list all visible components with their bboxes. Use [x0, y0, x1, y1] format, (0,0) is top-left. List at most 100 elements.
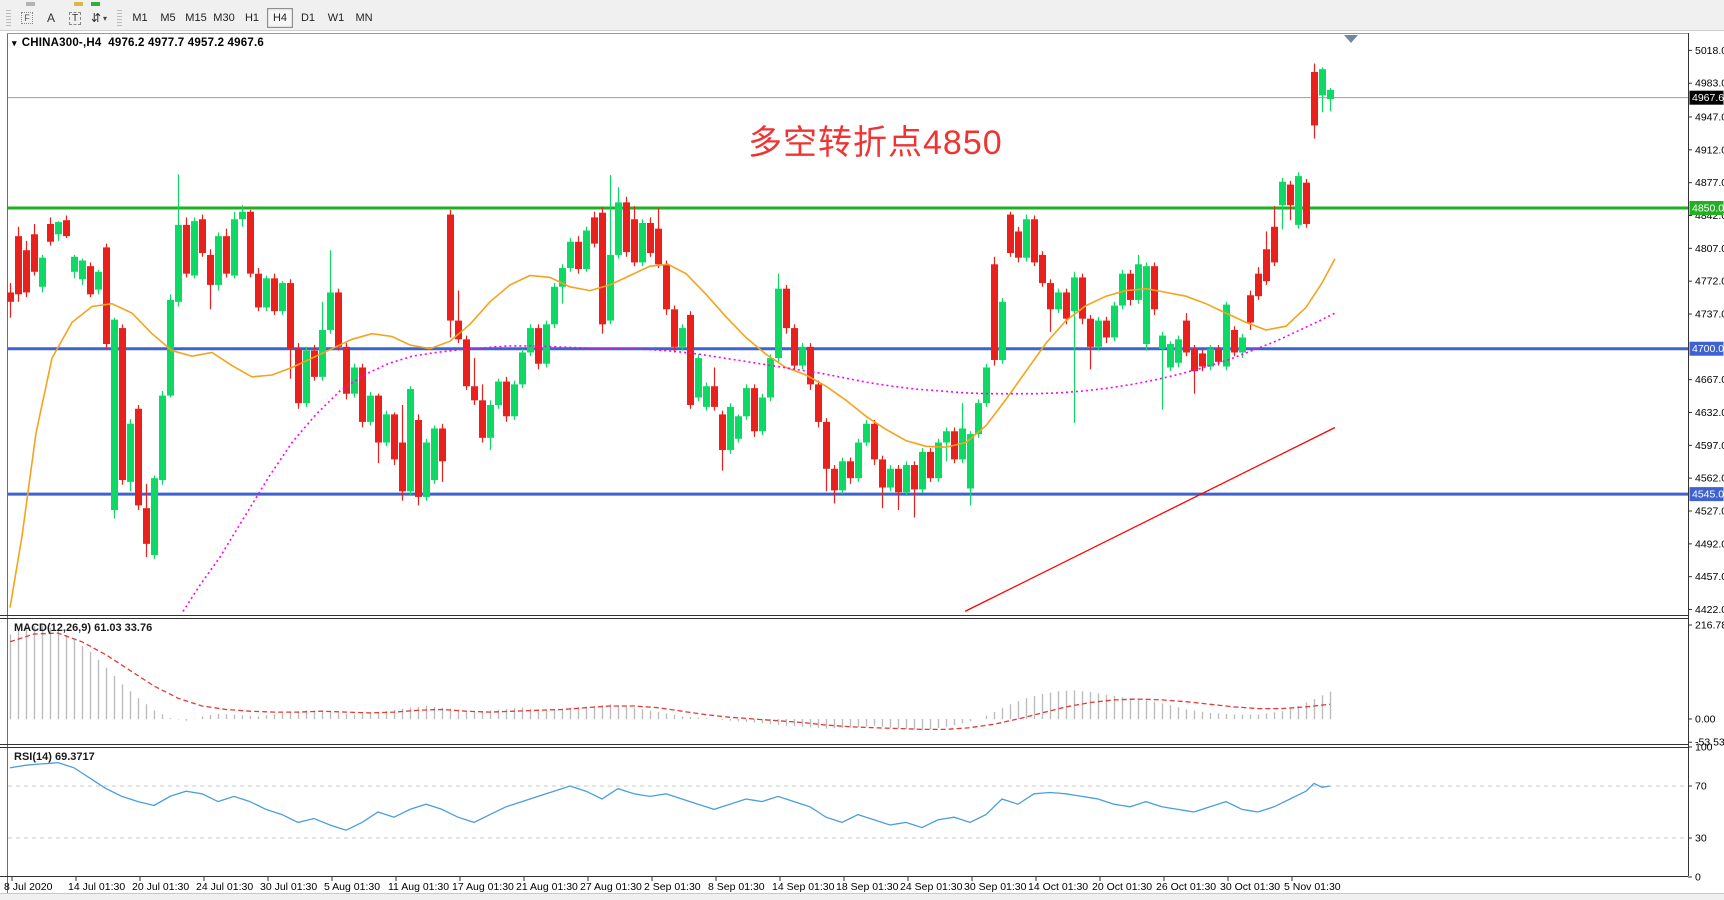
svg-text:26 Oct 01:30: 26 Oct 01:30 [1156, 881, 1216, 893]
svg-text:4850.0: 4850.0 [1692, 203, 1724, 215]
svg-text:-53.53: -53.53 [1695, 737, 1724, 749]
svg-text:30 Jul 01:30: 30 Jul 01:30 [260, 881, 317, 893]
timeframe-h4-button[interactable]: H4 [267, 8, 293, 28]
svg-text:14 Oct 01:30: 14 Oct 01:30 [1028, 881, 1088, 893]
label-tool-icon: A [46, 11, 55, 25]
drawing-tool-group: F A T ⇵ ▾ [15, 8, 111, 28]
svg-text:17 Aug 01:30: 17 Aug 01:30 [452, 881, 514, 893]
ma-fast-line [9, 258, 1336, 608]
svg-text:5018.0: 5018.0 [1695, 45, 1724, 57]
candle-series [7, 63, 1334, 559]
svg-text:4597.0: 4597.0 [1695, 440, 1724, 452]
svg-text:4667.0: 4667.0 [1695, 374, 1724, 386]
macd-indicator-label: MACD(12,26,9) 61.03 33.76 [14, 622, 153, 634]
label-tool-button[interactable]: A [40, 8, 62, 28]
svg-text:4947.0: 4947.0 [1695, 112, 1724, 124]
price-badge-4700: 4700.0 [1689, 341, 1724, 356]
chart-window[interactable]: 5018.0 4983.0 4947.0 4912.0 4877.0 4842.0 4807… [0, 31, 1724, 893]
main-toolbar: F A T ⇵ ▾ M1 M5 M15 M30 H1 H4 D1 W1 MN [0, 6, 1724, 31]
bid-price-badge: 4967.6 [1689, 90, 1724, 105]
svg-text:4912.0: 4912.0 [1695, 144, 1724, 156]
svg-text:24 Jul 01:30: 24 Jul 01:30 [196, 881, 253, 893]
timeframe-w1-button[interactable]: W1 [327, 12, 345, 24]
clipped-icon-c [91, 2, 100, 6]
chart-symbol-label: ▾ CHINA300-,H4 4976.2 4977.7 4957.2 4967.… [12, 37, 264, 49]
timeframe-group: M1 M5 M15 M30 H1 H4 D1 W1 MN [126, 8, 378, 28]
svg-text:4545.0: 4545.0 [1692, 489, 1724, 501]
svg-text:14 Sep 01:30: 14 Sep 01:30 [772, 881, 835, 893]
svg-text:30 Oct 01:30: 30 Oct 01:30 [1220, 881, 1280, 893]
rsi-panel: 100 70 30 0 [8, 742, 1713, 884]
timeframe-m1-button[interactable]: M1 [132, 12, 148, 24]
timeframe-m15-button[interactable]: M15 [185, 12, 207, 24]
status-bar [0, 893, 1724, 900]
fibo-tool-icon: F [21, 12, 33, 24]
chart-annotation-text[interactable]: 多空转折点4850 [748, 124, 1003, 162]
clipped-icon-b [74, 2, 83, 6]
shapes-dropdown-button[interactable]: ⇵ ▾ [88, 8, 110, 28]
macd-signal-line [9, 632, 1331, 731]
fibo-tool-button[interactable]: F [16, 8, 38, 28]
svg-text:8 Jul 2020: 8 Jul 2020 [4, 881, 53, 893]
timeframe-m5-button[interactable]: M5 [160, 12, 176, 24]
svg-text:4527.0: 4527.0 [1695, 506, 1724, 518]
price-axis: 5018.04983.04947.04912.04877.04842.04807… [1688, 45, 1724, 616]
svg-text:2 Sep 01:30: 2 Sep 01:30 [644, 881, 701, 893]
svg-text:4772.0: 4772.0 [1695, 276, 1724, 288]
timeframe-h1-button[interactable]: H1 [244, 12, 260, 24]
svg-text:216.78: 216.78 [1695, 619, 1724, 631]
svg-text:20 Oct 01:30: 20 Oct 01:30 [1092, 881, 1152, 893]
svg-text:100: 100 [1695, 742, 1713, 754]
svg-text:4737.0: 4737.0 [1695, 309, 1724, 321]
svg-text:4422.0: 4422.0 [1695, 604, 1724, 616]
svg-text:18 Sep 01:30: 18 Sep 01:30 [836, 881, 899, 893]
chart-borders [0, 33, 1689, 893]
caret-down-icon: ▾ [103, 13, 108, 23]
timeframe-d1-button[interactable]: D1 [300, 12, 316, 24]
svg-text:4983.0: 4983.0 [1695, 78, 1724, 90]
shapes-dropdown-icon: ⇵ [90, 11, 102, 25]
svg-text:0.00: 0.00 [1695, 714, 1716, 726]
trendline[interactable] [964, 426, 1336, 612]
timeframe-mn-button[interactable]: MN [355, 12, 373, 24]
svg-text:5 Aug 01:30: 5 Aug 01:30 [324, 881, 380, 893]
text-tool-button[interactable]: T [64, 8, 86, 28]
symbol-text: CHINA300-,H4 [21, 37, 102, 49]
rsi-indicator-label: RSI(14) 69.3717 [14, 751, 95, 763]
svg-text:4700.0: 4700.0 [1692, 343, 1724, 355]
price-badge-4850: 4850.0 [1689, 201, 1724, 215]
svg-text:4807.0: 4807.0 [1695, 243, 1724, 255]
svg-text:21 Aug 01:30: 21 Aug 01:30 [516, 881, 578, 893]
svg-text:27 Aug 01:30: 27 Aug 01:30 [580, 881, 642, 893]
timeframe-m30-button[interactable]: M30 [213, 12, 235, 24]
svg-text:14 Jul 01:30: 14 Jul 01:30 [68, 881, 125, 893]
clipped-toolbar-row [0, 0, 1724, 6]
svg-text:30: 30 [1695, 833, 1707, 845]
svg-text:4877.0: 4877.0 [1695, 177, 1724, 189]
ohlc-text: 4976.2 4977.7 4957.2 4967.6 [108, 37, 264, 49]
ma-slow-line [182, 312, 1336, 612]
svg-text:30 Sep 01:30: 30 Sep 01:30 [964, 881, 1027, 893]
chart-shift-marker-icon[interactable] [1344, 35, 1358, 43]
text-tool-icon: T [68, 11, 82, 25]
time-axis: 8 Jul 2020 14 Jul 01:30 20 Jul 01:30 24 Jul… [4, 877, 1341, 893]
svg-text:70: 70 [1695, 781, 1707, 793]
svg-text:5 Nov 01:30: 5 Nov 01:30 [1284, 881, 1341, 893]
clipped-icon-a [26, 2, 35, 6]
collapse-arrow-icon[interactable]: ▾ [12, 38, 17, 48]
price-badge-4545: 4545.0 [1689, 487, 1724, 502]
rsi-line [9, 761, 1331, 831]
svg-text:20 Jul 01:30: 20 Jul 01:30 [132, 881, 189, 893]
svg-text:4562.0: 4562.0 [1695, 473, 1724, 485]
svg-text:4632.0: 4632.0 [1695, 407, 1724, 419]
svg-text:24 Sep 01:30: 24 Sep 01:30 [900, 881, 963, 893]
svg-text:4967.6: 4967.6 [1692, 92, 1724, 104]
svg-text:4457.0: 4457.0 [1695, 571, 1724, 583]
svg-text:11 Aug 01:30: 11 Aug 01:30 [388, 881, 449, 893]
timeframe-grip[interactable] [117, 10, 122, 26]
macd-panel: 216.78 0.00 -53.53 [9, 619, 1724, 749]
toolbar-grip[interactable] [6, 10, 11, 26]
svg-text:8 Sep 01:30: 8 Sep 01:30 [708, 881, 765, 893]
svg-text:4492.0: 4492.0 [1695, 538, 1724, 550]
